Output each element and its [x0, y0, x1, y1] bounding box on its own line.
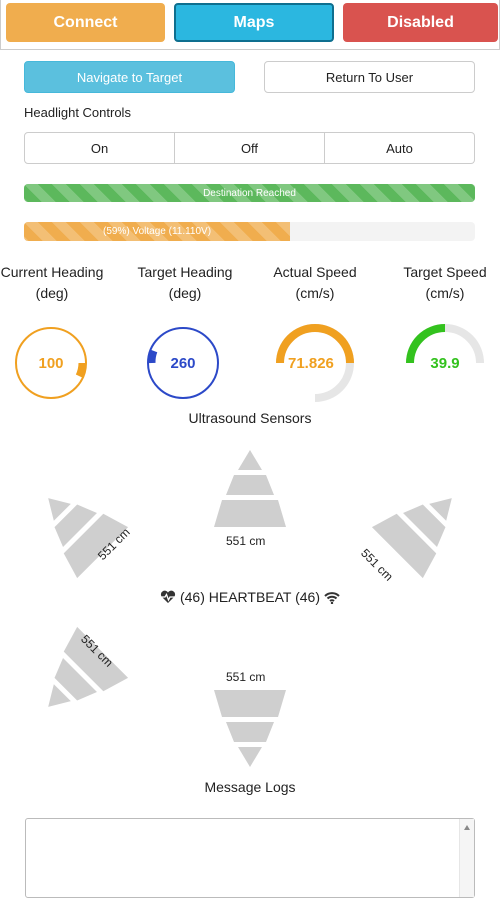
voltage-progress-fill: (59%) Voltage (11.110V)	[24, 222, 291, 241]
message-logs-content	[26, 819, 474, 827]
front-sensor-cone	[214, 450, 286, 527]
current-heading-title: Current Heading (deg)	[0, 264, 104, 301]
actual-speed-value: 71.826	[270, 318, 360, 408]
target-heading-title: Target Heading (deg)	[137, 264, 233, 301]
destination-progress-fill: Destination Reached	[24, 184, 475, 202]
actual-speed-text: 71.826	[288, 354, 334, 372]
target-heading-value: 260	[170, 354, 196, 372]
navigate-to-target-button[interactable]: Navigate to Target	[24, 61, 235, 93]
target-speed-value: 39.9	[430, 354, 460, 372]
target-speed-title: Target Speed (cm/s)	[403, 264, 487, 301]
heartbeat-row: (46) HEARTBEAT (46)	[0, 589, 500, 605]
current-heading-value: 100	[38, 354, 64, 372]
message-logs-title: Message Logs	[204, 779, 296, 795]
logs-scrollbar[interactable]	[459, 819, 474, 897]
return-to-user-button[interactable]: Return To User	[264, 61, 475, 93]
front-left-sensor-cone	[48, 498, 129, 579]
destination-status-text: Destination Reached	[203, 187, 296, 199]
front-right-sensor-cone	[371, 498, 452, 579]
scroll-up-arrow-icon[interactable]	[464, 825, 470, 830]
connect-button[interactable]: Connect	[6, 3, 165, 42]
destination-progress-bar: Destination Reached	[24, 184, 475, 202]
headlight-segmented-control: On Off Auto	[24, 132, 475, 164]
rear-sensor-distance: 551 cm	[226, 670, 266, 684]
maps-button[interactable]: Maps	[174, 3, 334, 42]
target-speed-gauge: 39.9	[400, 318, 490, 408]
headlight-on-button[interactable]: On	[24, 132, 175, 164]
actual-speed-title: Actual Speed (cm/s)	[273, 264, 357, 301]
headlight-auto-button[interactable]: Auto	[325, 132, 475, 164]
ultrasound-title: Ultrasound Sensors	[188, 410, 312, 426]
message-logs-textarea[interactable]	[25, 818, 475, 898]
current-heading-compass	[15, 327, 87, 399]
headlight-off-button[interactable]: Off	[175, 132, 325, 164]
voltage-status-text: (59%) Voltage (11.110V)	[103, 226, 212, 237]
heartbeat-text: (46) HEARTBEAT (46)	[179, 589, 321, 605]
rear-sensor-cone	[214, 690, 286, 767]
target-heading-compass	[147, 327, 219, 399]
target-speed-arc	[406, 324, 484, 364]
heartbeat-icon	[160, 590, 176, 603]
actual-speed-arc	[276, 324, 355, 402]
front-sensor-distance: 551 cm	[226, 534, 266, 548]
wifi-icon	[324, 591, 340, 604]
rear-left-sensor-cone	[48, 626, 129, 707]
voltage-progress-bar: (59%) Voltage (11.110V)	[24, 222, 475, 241]
headlight-controls-label: Headlight Controls	[24, 105, 131, 120]
actual-speed-gauge: 71.826	[270, 318, 360, 408]
current-heading-gauge: 100	[6, 318, 96, 408]
ultrasound-sensor-display	[48, 450, 452, 767]
target-heading-gauge: 260	[138, 318, 228, 408]
disabled-button[interactable]: Disabled	[343, 3, 498, 42]
